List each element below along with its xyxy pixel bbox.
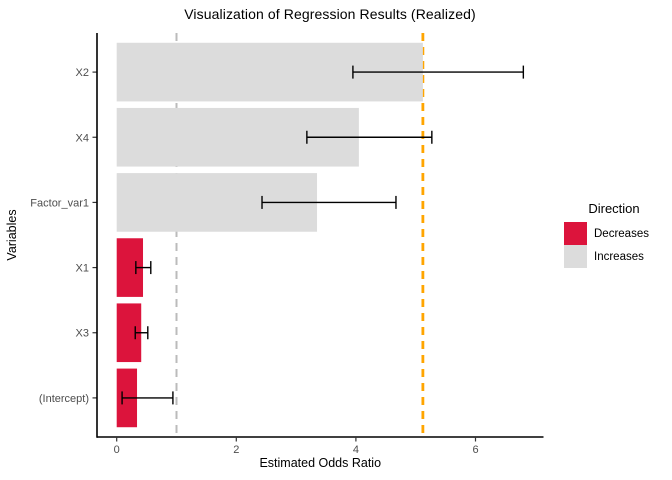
y-tick-label-X2: X2 — [76, 67, 89, 79]
x-tick-label-4: 4 — [353, 444, 359, 456]
x-tick-label-0: 0 — [114, 444, 120, 456]
x-tick-label-6: 6 — [472, 444, 478, 456]
legend-label-decreases: Decreases — [594, 227, 649, 240]
y-tick-label-X1: X1 — [76, 263, 89, 275]
legend-label-increases: Increases — [594, 250, 644, 263]
plot-title: Visualization of Regression Results (Rea… — [184, 6, 476, 22]
legend-item-increases: Increases — [564, 245, 664, 268]
y-tick-label-X4: X4 — [76, 132, 89, 144]
legend: Direction Decreases Increases — [564, 201, 664, 268]
legend-title: Direction — [588, 201, 640, 216]
x-axis-title: Estimated Odds Ratio — [259, 456, 381, 470]
y-tick-label-Factor_var1: Factor_var1 — [30, 197, 89, 209]
y-tick-label-X3: X3 — [76, 328, 89, 340]
y-axis-title: Variables — [5, 209, 19, 260]
legend-swatch-decreases-icon — [564, 222, 587, 245]
legend-swatch-increases-icon — [564, 245, 587, 268]
legend-item-decreases: Decreases — [564, 222, 664, 245]
y-tick-label-(Intercept): (Intercept) — [39, 393, 89, 405]
x-tick-label-2: 2 — [233, 444, 239, 456]
